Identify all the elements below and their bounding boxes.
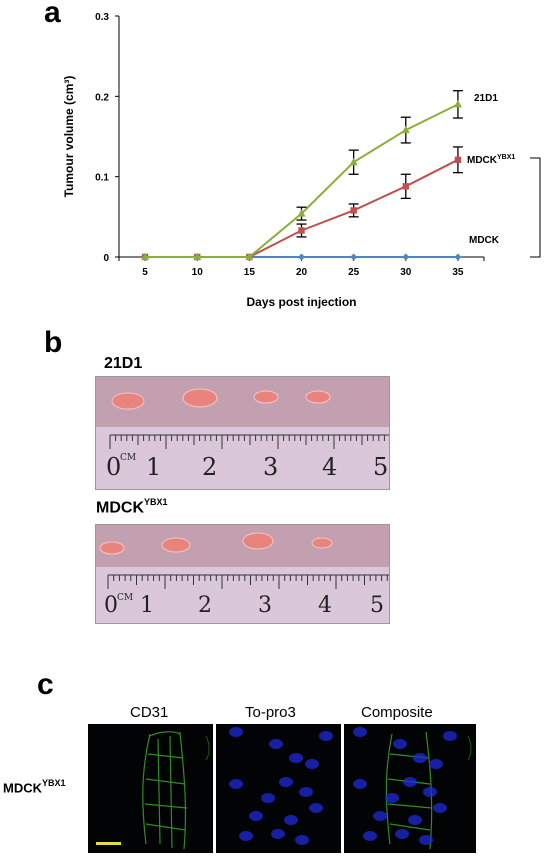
- data-point-21D1: [297, 209, 306, 217]
- panel-b-letter: b: [44, 326, 63, 359]
- header-composite: Composite: [361, 704, 433, 721]
- photo-title-mdck-ybx1: MDCKYBX1: [96, 497, 168, 517]
- scale-bar: [96, 842, 121, 845]
- ruler-21d1-4: 4: [322, 453, 338, 481]
- data-point-21D1: [349, 157, 358, 166]
- header-cd31: CD31: [130, 704, 169, 721]
- y-tick-label: 0.1: [95, 173, 109, 184]
- photo-title-mdck-sup: YBX1: [144, 497, 168, 507]
- panel-a-letter: a: [44, 0, 61, 29]
- data-point-MDCKYBX1: [402, 183, 409, 190]
- y-axis-label: Tumour volume (cm³): [62, 76, 76, 198]
- x-tick-label: 30: [400, 267, 412, 278]
- micrograph-composite: [344, 724, 476, 853]
- panel-c-letter: c: [37, 668, 54, 701]
- data-point-MDCK: [402, 253, 410, 261]
- tumour-photo-21d1-drawing: [96, 377, 391, 489]
- photo-title-21d1: 21D1: [104, 355, 143, 372]
- y-tick-label: 0: [103, 253, 109, 264]
- tumour-photo-21d1: 0 CM 1 2 3 4 5: [95, 376, 391, 490]
- ruler-mdck-zero: 0: [104, 593, 118, 618]
- y-tick-label: 0.3: [95, 12, 109, 23]
- data-point-MDCK: [298, 253, 305, 261]
- ruler-21d1-3: 3: [263, 453, 279, 481]
- ruler-mdck-1: 1: [140, 593, 154, 618]
- series-label-MDCK: MDCK: [469, 235, 500, 246]
- significance-bracket: [530, 157, 541, 258]
- data-point-MDCKYBX1: [298, 227, 305, 234]
- data-point-21D1: [453, 99, 462, 108]
- tumour-photo-mdck-ybx1: 0 CM 1 2 3 4 5: [95, 524, 394, 624]
- x-tick-label: 20: [296, 267, 308, 278]
- x-tick-label: 35: [452, 267, 464, 278]
- tumour-photo-mdck-drawing: [96, 525, 394, 623]
- ruler-mdck-5: 5: [370, 593, 384, 618]
- micrograph-topro3: [216, 724, 341, 853]
- ruler-mdck-2: 2: [198, 593, 212, 618]
- data-point-21D1: [401, 125, 410, 134]
- row-label-mdck-ybx1: MDCKYBX1: [3, 778, 66, 796]
- data-point-21D1: [141, 252, 150, 260]
- micrograph-composite-drawing: [353, 727, 472, 850]
- ruler-21d1-1: 1: [146, 453, 162, 481]
- x-axis-label: Days post injection: [246, 295, 356, 309]
- x-tick-label: 5: [142, 267, 148, 278]
- x-tick-label: 25: [348, 267, 360, 278]
- data-point-MDCKYBX1: [350, 207, 357, 214]
- ruler-21d1-cm: CM: [120, 453, 137, 463]
- header-topro3: To-pro3: [245, 704, 296, 721]
- data-point-21D1: [193, 252, 202, 260]
- ruler-21d1-5: 5: [373, 453, 389, 481]
- data-point-MDCK: [350, 253, 358, 261]
- data-point-21D1: [245, 252, 254, 260]
- data-point-MDCK: [454, 253, 462, 261]
- tumour-volume-chart: 0 0.1 0.2 0.3 5 10 15 20 25 30 35 Days post injecti…: [62, 12, 550, 309]
- micrograph-topro3-drawing: [229, 727, 333, 845]
- x-tick-label: 15: [244, 267, 256, 278]
- data-point-MDCKYBX1: [454, 156, 462, 163]
- row-label-sup: YBX1: [42, 778, 66, 788]
- ruler-mdck-3: 3: [258, 593, 272, 618]
- series-label-21D1: 21D1: [474, 93, 498, 104]
- ruler-21d1-2: 2: [202, 453, 218, 481]
- micrograph-cd31-drawing: [96, 731, 210, 850]
- x-tick-label: 10: [192, 267, 204, 278]
- row-label-base: MDCK: [3, 780, 42, 796]
- y-tick-label: 0.2: [95, 92, 109, 103]
- ruler-21d1-zero: 0: [106, 453, 122, 481]
- significance-marker: **: [544, 204, 550, 215]
- series-label-MDCKYBX1: MDCKYBX1: [467, 154, 515, 166]
- photo-title-mdck-base: MDCK: [96, 499, 144, 517]
- micrograph-cd31: [88, 724, 213, 853]
- ruler-mdck-4: 4: [318, 593, 332, 618]
- ruler-mdck-cm: CM: [117, 593, 134, 603]
